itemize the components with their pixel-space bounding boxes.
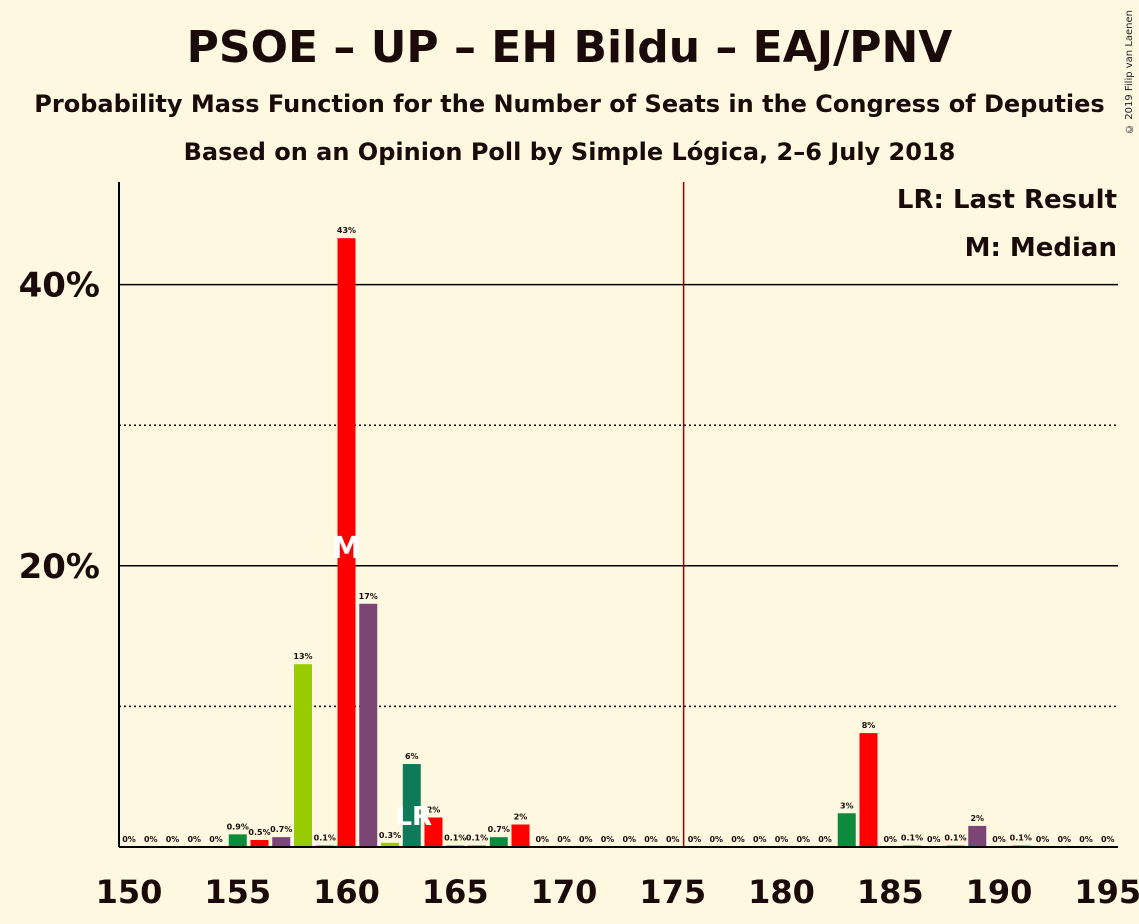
median-marker: M (332, 531, 362, 566)
chart-title: PSOE – UP – EH Bildu – EAJ/PNV (186, 22, 953, 73)
bar-label-169: 0% (535, 835, 549, 844)
bar-label-168: 2% (514, 813, 528, 822)
y-tick-label-20: 20% (19, 547, 100, 587)
x-tick-label-150: 150 (96, 873, 163, 911)
bar-167 (489, 837, 508, 847)
bar-label-156: 0.5% (248, 828, 270, 837)
bar-162 (381, 842, 399, 847)
bar-label-166: 0.1% (466, 834, 488, 843)
bar-157 (272, 837, 291, 847)
bar-label-152: 0% (166, 835, 180, 844)
bar-label-150: 0% (122, 835, 136, 844)
bar-189 (968, 825, 987, 847)
bar-label-187: 0% (927, 835, 941, 844)
bar-label-183: 3% (840, 801, 854, 810)
x-tick-label-155: 155 (204, 873, 271, 911)
bar-label-194: 0% (1079, 835, 1093, 844)
bar-label-171: 0% (579, 835, 593, 844)
bar-label-163: 6% (405, 752, 419, 761)
bar-label-155: 0.9% (227, 822, 249, 831)
bar-label-190: 0% (992, 835, 1006, 844)
bar-label-182: 0% (818, 835, 832, 844)
x-tick-label-160: 160 (313, 873, 380, 911)
bar-184 (859, 733, 878, 847)
bar-label-170: 0% (557, 835, 571, 844)
bar-label-179: 0% (753, 835, 767, 844)
bar-label-159: 0.1% (314, 834, 336, 843)
bar-label-157: 0.7% (270, 825, 292, 834)
bar-161 (359, 603, 378, 847)
last-result-marker: LR (395, 802, 432, 832)
x-tick-label-175: 175 (639, 873, 706, 911)
bar-183 (837, 813, 856, 847)
bar-label-174: 0% (644, 835, 658, 844)
bar-label-178: 0% (731, 835, 745, 844)
bar-label-164: 2% (427, 805, 441, 814)
legend-last-result: LR: Last Result (896, 185, 1117, 215)
bar-label-191: 0.1% (1010, 834, 1032, 843)
x-tick-label-180: 180 (748, 873, 815, 911)
bar-label-160: 43% (337, 226, 356, 235)
x-tick-label-195: 195 (1074, 873, 1139, 911)
bar-label-176: 0% (688, 835, 702, 844)
x-tick-label-170: 170 (531, 873, 598, 911)
chart-source: Based on an Opinion Poll by Simple Lógic… (183, 138, 956, 166)
bar-label-161: 17% (359, 592, 378, 601)
chart-subtitle: Probability Mass Function for the Number… (34, 90, 1105, 118)
bar-164 (424, 817, 443, 847)
bar-155 (228, 834, 247, 847)
bar-label-175: 0% (666, 835, 680, 844)
bar-label-151: 0% (144, 835, 158, 844)
bar-160 (337, 238, 356, 847)
bar-label-186: 0.1% (901, 834, 923, 843)
bar-label-154: 0% (209, 835, 223, 844)
bar-label-158: 13% (293, 652, 312, 661)
x-tick-label-185: 185 (857, 873, 924, 911)
bar-label-172: 0% (601, 835, 615, 844)
bar-label-189: 2% (970, 814, 984, 823)
bar-label-177: 0% (709, 835, 723, 844)
bar-163 (402, 764, 421, 847)
bar-label-193: 0% (1057, 835, 1071, 844)
legend-median: M: Median (964, 233, 1117, 263)
bar-156 (250, 839, 269, 847)
bar-label-153: 0% (187, 835, 201, 844)
bar-label-185: 0% (883, 835, 897, 844)
bar-label-165: 0.1% (444, 834, 466, 843)
bar-158 (294, 664, 312, 847)
bar-label-192: 0% (1036, 835, 1050, 844)
bar-label-167: 0.7% (488, 825, 510, 834)
bar-label-188: 0.1% (944, 834, 966, 843)
bar-label-162: 0.3% (379, 831, 401, 840)
bar-168 (511, 824, 530, 847)
x-tick-label-190: 190 (966, 873, 1033, 911)
bar-label-195: 0% (1101, 835, 1115, 844)
bar-label-184: 8% (862, 721, 876, 730)
bar-label-181: 0% (796, 835, 810, 844)
y-tick-label-40: 40% (19, 266, 100, 306)
bar-label-180: 0% (775, 835, 789, 844)
x-tick-label-165: 165 (422, 873, 489, 911)
bar-label-173: 0% (622, 835, 636, 844)
